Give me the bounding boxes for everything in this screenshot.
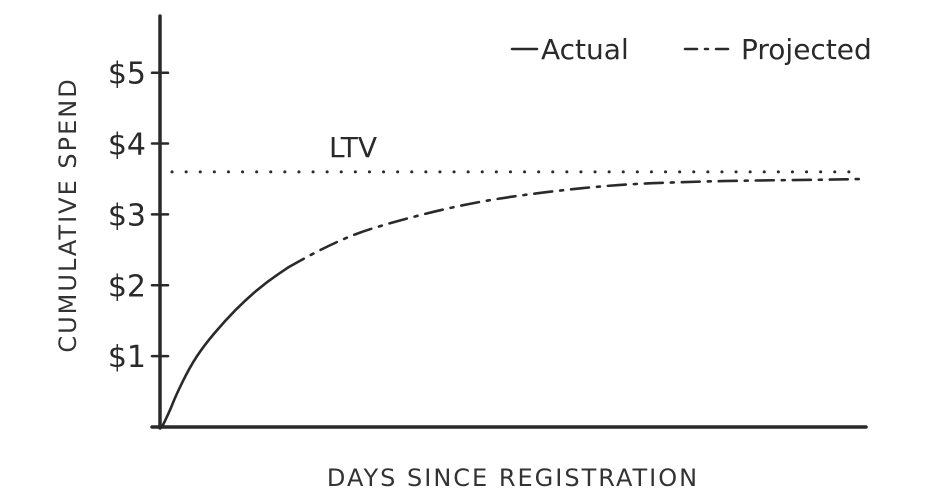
y-tick-label: $4: [108, 128, 146, 163]
y-axis-title: CUMULATIVE SPEND: [54, 77, 82, 352]
series-line-projected: [286, 177, 864, 269]
y-tick-label: $2: [108, 269, 146, 304]
y-ticks: $1 $2 $3 $4 $5: [108, 57, 170, 375]
series-group: [160, 177, 864, 429]
series-line-actual: [160, 266, 290, 429]
x-axis-title: DAYS SINCE REGISTRATION: [327, 464, 699, 492]
legend-label-actual: Actual: [541, 33, 629, 66]
y-tick-label: $5: [108, 57, 146, 92]
y-tick-label: $1: [108, 340, 146, 375]
ltv-label: LTV: [329, 131, 377, 164]
legend-label-projected: Projected: [741, 33, 872, 66]
reference-lines: LTV: [170, 131, 860, 174]
y-tick-label: $3: [108, 198, 146, 233]
legend: Actual Projected: [510, 33, 872, 66]
